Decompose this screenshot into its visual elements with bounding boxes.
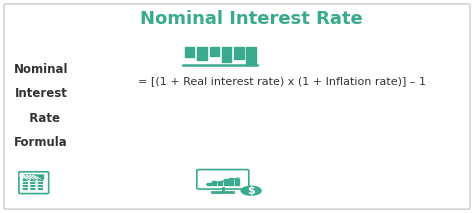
- FancyBboxPatch shape: [30, 185, 36, 187]
- FancyBboxPatch shape: [38, 179, 43, 181]
- FancyBboxPatch shape: [19, 172, 49, 194]
- Bar: [218, 182, 222, 185]
- Circle shape: [241, 186, 261, 195]
- FancyBboxPatch shape: [4, 4, 470, 209]
- Bar: [235, 179, 239, 185]
- FancyBboxPatch shape: [197, 170, 249, 189]
- FancyBboxPatch shape: [23, 185, 28, 187]
- Text: Rate: Rate: [21, 112, 60, 125]
- Text: Nominal: Nominal: [14, 63, 68, 76]
- Bar: [234, 47, 244, 59]
- FancyBboxPatch shape: [38, 185, 43, 187]
- Text: $: $: [247, 186, 255, 196]
- Bar: [197, 47, 207, 60]
- Bar: [185, 47, 194, 58]
- Bar: [212, 181, 216, 185]
- FancyBboxPatch shape: [30, 188, 36, 190]
- Text: Formula: Formula: [14, 136, 68, 149]
- Bar: [222, 47, 231, 62]
- FancyBboxPatch shape: [30, 182, 36, 184]
- FancyBboxPatch shape: [23, 188, 28, 190]
- Text: Nominal Interest Rate: Nominal Interest Rate: [140, 10, 363, 28]
- Bar: [224, 179, 228, 185]
- Text: = [(1 + Real interest rate) x (1 + Inflation rate)] – 1: = [(1 + Real interest rate) x (1 + Infla…: [138, 76, 426, 86]
- Bar: [207, 183, 210, 185]
- Bar: [229, 178, 233, 185]
- Text: Interest: Interest: [14, 88, 67, 101]
- FancyBboxPatch shape: [23, 174, 44, 180]
- Bar: [210, 47, 219, 56]
- FancyBboxPatch shape: [30, 179, 36, 181]
- FancyBboxPatch shape: [23, 179, 28, 181]
- FancyBboxPatch shape: [38, 182, 43, 184]
- FancyBboxPatch shape: [38, 188, 43, 190]
- Bar: [246, 47, 256, 64]
- FancyBboxPatch shape: [23, 182, 28, 184]
